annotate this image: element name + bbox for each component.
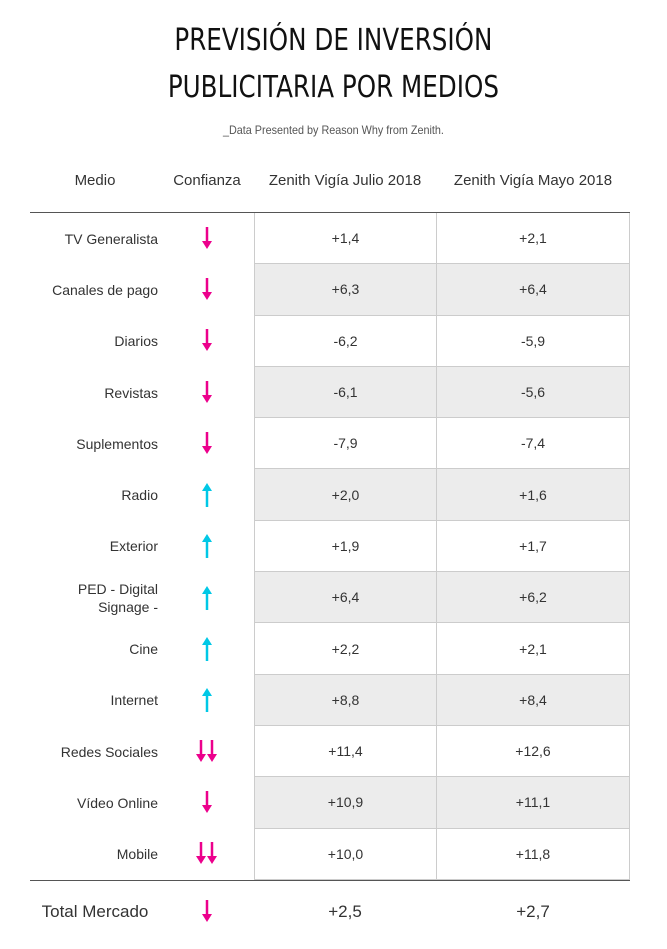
julio-value: -7,9 bbox=[254, 418, 436, 470]
medio-label: Redes Sociales bbox=[60, 743, 158, 760]
down-arrow-icon bbox=[202, 790, 212, 813]
mayo-value: +6,4 bbox=[436, 264, 630, 316]
table-row: Vídeo Online +10,9 +11,1 bbox=[30, 777, 630, 829]
column-header-medio: Medio bbox=[74, 172, 116, 189]
julio-value: -6,2 bbox=[254, 315, 436, 367]
down-arrow-icon bbox=[202, 900, 212, 922]
table-row: Revistas -6,1 -5,6 bbox=[30, 366, 630, 419]
double-down-arrow-icon bbox=[196, 842, 217, 865]
medio-label: Diarios bbox=[114, 333, 158, 350]
table-row: Redes Sociales +11,4 +12,6 bbox=[30, 725, 630, 778]
up-arrow-icon bbox=[202, 483, 212, 508]
down-arrow-icon bbox=[202, 226, 212, 249]
down-arrow-icon bbox=[202, 380, 212, 403]
column-header-mayo: Zenith Vigía Mayo 2018 bbox=[453, 172, 613, 189]
mayo-value: +12,6 bbox=[436, 725, 630, 778]
confidence-cell bbox=[160, 829, 254, 880]
julio-value: +2,2 bbox=[254, 623, 436, 675]
mayo-value: +2,1 bbox=[436, 213, 630, 265]
page-title-line-2: PUBLICITARIA POR MEDIOS bbox=[167, 70, 499, 105]
confidence-cell bbox=[160, 367, 254, 418]
table-row: Exterior +1,9 +1,7 bbox=[30, 520, 630, 573]
table-row: Cine +2,2 +2,1 bbox=[30, 623, 630, 675]
medio-label: Mobile bbox=[116, 846, 158, 863]
confidence-cell bbox=[160, 777, 254, 828]
confidence-cell bbox=[160, 521, 254, 572]
total-julio-value: +2,5 bbox=[328, 902, 362, 921]
down-arrow-icon bbox=[202, 431, 212, 454]
julio-value: +6,3 bbox=[254, 264, 436, 316]
medio-label: Vídeo Online bbox=[77, 794, 158, 811]
julio-value: +1,4 bbox=[254, 213, 436, 265]
julio-value: +8,8 bbox=[254, 674, 436, 726]
medio-label: Exterior bbox=[109, 538, 158, 555]
mayo-value: +11,1 bbox=[436, 777, 630, 829]
total-label: Total Mercado bbox=[41, 902, 149, 921]
up-arrow-icon bbox=[202, 637, 212, 662]
julio-value: +10,9 bbox=[254, 777, 436, 829]
up-arrow-icon bbox=[202, 585, 212, 610]
julio-value: +10,0 bbox=[254, 828, 436, 880]
down-arrow-icon bbox=[202, 329, 212, 352]
medio-label: TV Generalista bbox=[64, 230, 158, 247]
page-title-line-1: PREVISIÓN DE INVERSIÓN bbox=[174, 23, 493, 58]
down-arrow-icon bbox=[202, 277, 212, 300]
up-arrow-icon bbox=[202, 534, 212, 559]
mayo-value: +1,7 bbox=[436, 520, 630, 573]
mayo-value: +11,8 bbox=[436, 828, 630, 880]
table-row: Suplementos -7,9 -7,4 bbox=[30, 418, 630, 470]
column-header-julio: Zenith Vigía Julio 2018 bbox=[268, 172, 422, 189]
confidence-cell bbox=[160, 675, 254, 726]
mayo-value: +6,2 bbox=[436, 572, 630, 624]
mayo-value: -5,9 bbox=[436, 315, 630, 367]
medio-label: Revistas bbox=[104, 384, 158, 401]
confidence-cell bbox=[160, 881, 254, 943]
medio-label: Cine bbox=[129, 641, 158, 658]
table-row: Internet +8,8 +8,4 bbox=[30, 674, 630, 726]
mayo-value: +8,4 bbox=[436, 674, 630, 726]
mayo-value: -5,6 bbox=[436, 366, 630, 419]
medio-label: Canales de pago bbox=[52, 281, 158, 298]
confidence-cell bbox=[160, 623, 254, 674]
medio-label: Radio bbox=[121, 487, 158, 504]
table-row: Diarios -6,2 -5,9 bbox=[30, 315, 630, 367]
page-subtitle: _Data Presented by Reason Why from Zenit… bbox=[222, 123, 444, 137]
confidence-cell bbox=[160, 418, 254, 469]
table-row: PED - Digital Signage - +6,4 +6,2 bbox=[30, 572, 630, 624]
medio-label: PED - Digital Signage - bbox=[77, 580, 158, 615]
confidence-cell bbox=[160, 213, 254, 264]
mayo-value: +2,1 bbox=[436, 623, 630, 675]
julio-value: +11,4 bbox=[254, 725, 436, 778]
forecast-table: TV Generalista +1,4 +2,1 Canales de pago +6,… bbox=[30, 212, 630, 880]
table-row: Mobile +10,0 +11,8 bbox=[30, 828, 630, 880]
medio-label: Suplementos bbox=[76, 435, 158, 452]
confidence-cell bbox=[160, 469, 254, 520]
double-down-arrow-icon bbox=[196, 739, 217, 762]
mayo-value: -7,4 bbox=[436, 418, 630, 470]
total-mayo-value: +2,7 bbox=[516, 902, 550, 921]
total-row: Total Mercado +2,5 +2,7 bbox=[30, 880, 630, 943]
table-row: Canales de pago +6,3 +6,4 bbox=[30, 264, 630, 316]
table-row: TV Generalista +1,4 +2,1 bbox=[30, 213, 630, 265]
mayo-value: +1,6 bbox=[436, 469, 630, 521]
confidence-cell bbox=[160, 572, 254, 623]
julio-value: +6,4 bbox=[254, 572, 436, 624]
medio-label: Internet bbox=[110, 692, 158, 709]
julio-value: +2,0 bbox=[254, 469, 436, 521]
table-row: Radio +2,0 +1,6 bbox=[30, 469, 630, 521]
julio-value: +1,9 bbox=[254, 520, 436, 573]
julio-value: -6,1 bbox=[254, 366, 436, 419]
up-arrow-icon bbox=[202, 688, 212, 713]
confidence-cell bbox=[160, 316, 254, 367]
confidence-cell bbox=[160, 264, 254, 315]
column-header-confianza: Confianza bbox=[173, 172, 241, 189]
confidence-cell bbox=[160, 726, 254, 777]
